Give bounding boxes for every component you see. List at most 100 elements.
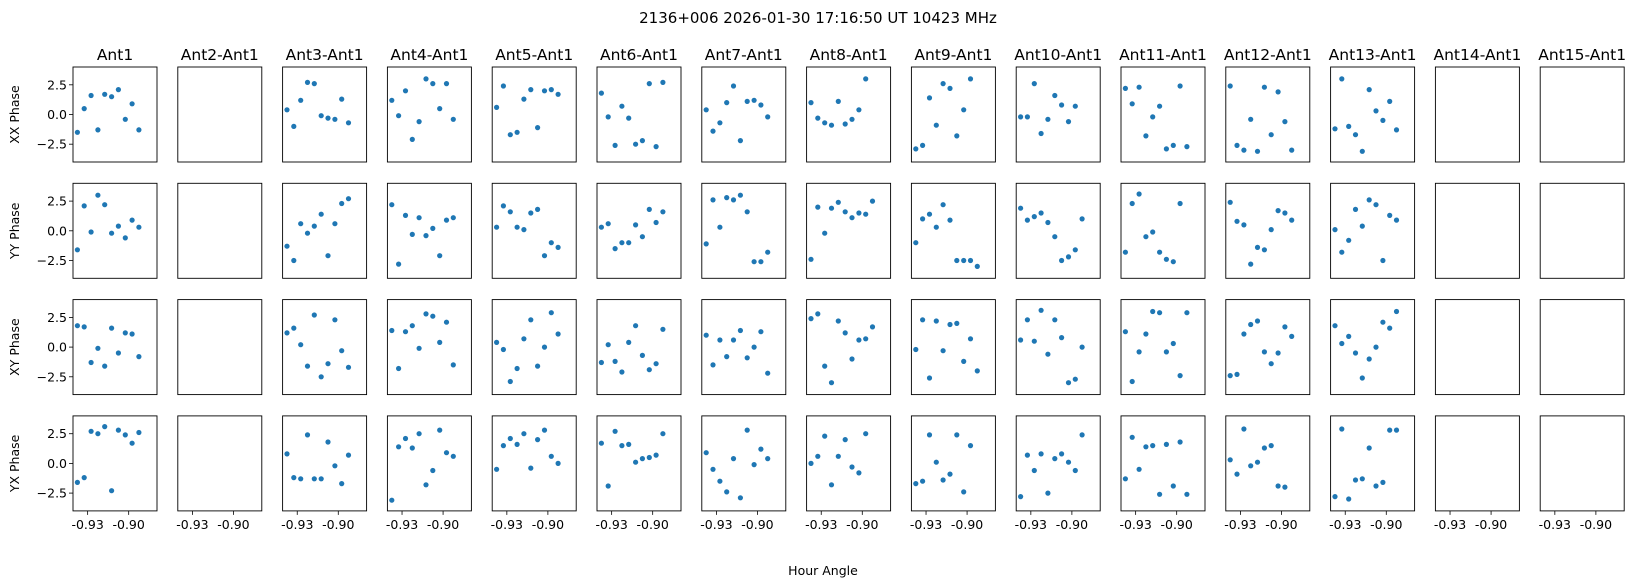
data-point (1332, 227, 1338, 233)
data-point (967, 443, 974, 449)
data-point (1366, 87, 1372, 93)
data-point (1366, 445, 1372, 451)
subplot-Ant13-Ant1-XY Phase (1330, 299, 1416, 396)
data-point (751, 344, 757, 350)
data-point (1038, 210, 1044, 216)
data-point (325, 361, 331, 367)
data-point (1332, 323, 1338, 329)
data-point (389, 497, 395, 503)
data-point (318, 113, 324, 119)
data-point (703, 241, 709, 247)
subplot-Ant1-XX Phase: 2.5 0.0 −2.5 (37, 66, 158, 163)
subplot-frame (1434, 299, 1520, 396)
data-point (598, 224, 605, 230)
data-point (514, 129, 520, 135)
subplot-frame (491, 66, 577, 163)
data-point (1261, 247, 1267, 253)
data-point (1177, 200, 1183, 207)
data-point (514, 365, 520, 372)
data-point (1157, 310, 1163, 316)
data-point (913, 146, 919, 152)
x-tick-label: -0.93 (1434, 517, 1466, 532)
data-point (500, 83, 506, 89)
data-point (1241, 147, 1247, 153)
data-point (443, 81, 450, 87)
data-point (109, 230, 115, 236)
data-point (102, 91, 108, 97)
data-point (1018, 114, 1024, 120)
data-point (1387, 98, 1393, 104)
x-tick-label: -0.90 (427, 517, 459, 532)
data-point (396, 444, 402, 450)
data-point (311, 223, 317, 229)
data-point (1024, 452, 1030, 458)
data-point (81, 324, 87, 330)
data-point (416, 215, 422, 221)
data-point (961, 358, 967, 364)
subplot-Ant10-Ant1-YX Phase: -0.93 -0.90 (1015, 415, 1101, 532)
data-point (318, 211, 324, 217)
data-point (450, 215, 456, 221)
data-point (325, 253, 331, 259)
subplot-Ant5-Ant1-YY Phase (491, 182, 577, 279)
subplot-Ant5-Ant1-XX Phase (491, 66, 577, 163)
x-tick-label: -0.93 (71, 517, 103, 532)
data-point (1052, 92, 1058, 99)
data-point (396, 261, 402, 267)
column-title: Ant4-Ant1 (390, 46, 468, 64)
subplot-frame (491, 182, 577, 279)
data-point (1248, 463, 1254, 469)
subplot-frame (910, 66, 996, 163)
data-point (304, 432, 311, 438)
data-point (619, 103, 625, 109)
data-point (284, 107, 290, 113)
data-point (409, 445, 415, 451)
data-point (1261, 349, 1267, 355)
data-point (1227, 83, 1233, 89)
x-tick-label: -0.90 (1370, 517, 1402, 532)
data-point (869, 324, 876, 330)
data-point (423, 311, 429, 317)
data-point (1157, 491, 1163, 497)
subplot-frame (596, 66, 682, 163)
data-point (74, 129, 80, 135)
data-point (849, 356, 855, 362)
data-point (528, 87, 534, 93)
x-tick-label: -0.90 (532, 517, 564, 532)
data-point (1018, 494, 1024, 500)
data-point (1163, 349, 1169, 355)
data-point (1289, 333, 1295, 339)
subplot-frame (701, 299, 787, 396)
data-point (1122, 329, 1128, 335)
y-tick-label: 0.0 (47, 223, 67, 238)
subplot-Ant8-Ant1-XY Phase (806, 299, 892, 396)
subplot-frame (1330, 415, 1416, 512)
subplot-Ant13-Ant1-YX Phase: -0.93 -0.90 (1329, 415, 1416, 532)
data-point (1387, 212, 1393, 218)
subplot-frame (1015, 415, 1101, 512)
column-title: Ant13-Ant1 (1329, 46, 1417, 64)
data-point (920, 317, 926, 323)
data-point (1031, 467, 1037, 474)
subplot-Ant14-Ant1-YX Phase: -0.93 -0.90 (1434, 415, 1520, 532)
data-point (660, 431, 666, 437)
data-point (1143, 133, 1149, 139)
data-point (815, 115, 821, 121)
x-tick-label: -0.93 (1224, 517, 1256, 532)
subplot-frame (1015, 66, 1101, 163)
subplot-Ant12-Ant1-YX Phase: -0.93 -0.90 (1224, 415, 1311, 532)
data-point (863, 336, 869, 342)
x-tick-label: -0.93 (1015, 517, 1047, 532)
data-point (1352, 132, 1359, 138)
data-point (423, 233, 429, 239)
subplot-frame (806, 415, 892, 512)
subplot-Ant4-Ant1-YX Phase: -0.93 -0.90 (386, 415, 472, 532)
data-point (1065, 119, 1072, 125)
data-point (339, 96, 345, 102)
data-point (1393, 427, 1400, 433)
data-point (1038, 307, 1044, 313)
data-point (1136, 191, 1142, 197)
data-point (815, 453, 821, 459)
data-point (730, 197, 737, 203)
data-point (835, 98, 841, 104)
